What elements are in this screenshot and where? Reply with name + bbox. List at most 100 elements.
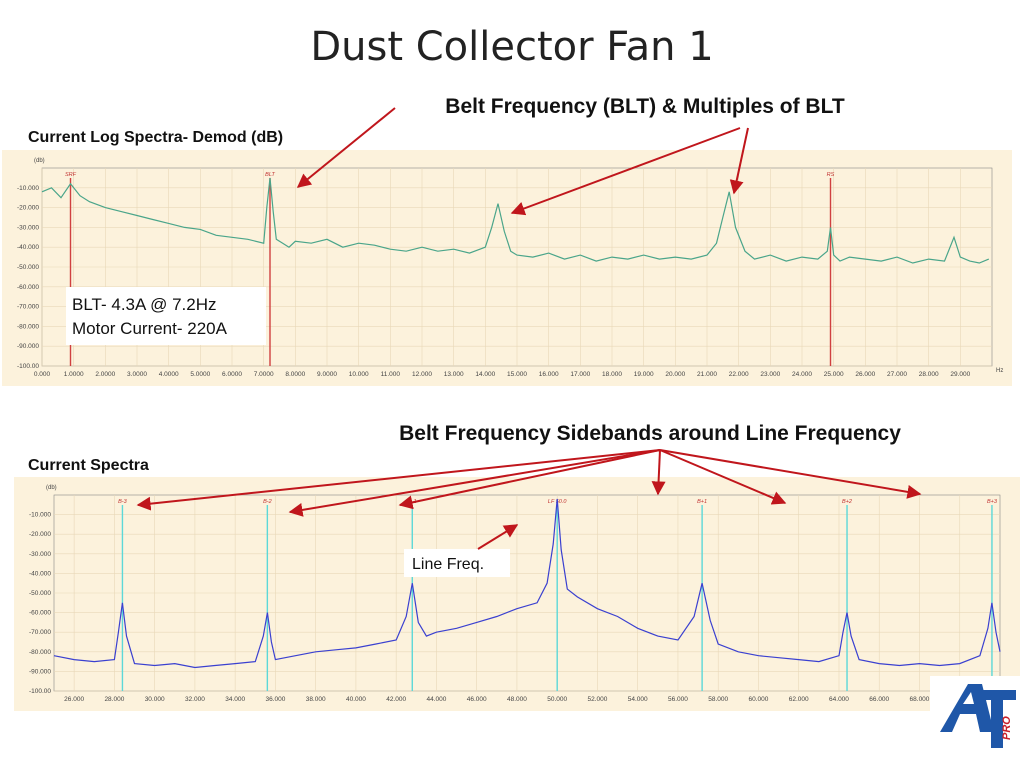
x-tick-label: 60.000 (749, 696, 769, 703)
slide-title: Dust Collector Fan 1 (310, 24, 713, 70)
y-tick-label: -90.000 (29, 668, 51, 675)
arrow-blt-2x (510, 127, 741, 216)
bottom-chart-title: Current Spectra (28, 457, 149, 474)
top-spectrum-chart: (db) -10.000 -20.000 -30.000 -40.000 -50.000 -… (2, 150, 1012, 386)
logo-t-icon (978, 690, 1016, 748)
x-tick-label: 54.000 (628, 696, 648, 703)
arrow-line-freq (477, 524, 519, 550)
x-tick-label: 34.000 (225, 696, 245, 703)
bottom-callout: Belt Frequency Sidebands around Line Fre… (399, 422, 901, 445)
x-tick-label: 3.0000 (127, 371, 147, 378)
x-tick-label: 27.000 (887, 371, 907, 378)
y-tick-label: -60.000 (29, 610, 51, 617)
x-tick-label: 38.000 (306, 696, 326, 703)
spectrum-trace (41, 177, 990, 264)
arrow-b+1 (651, 449, 666, 496)
top-callout: Belt Frequency (BLT) & Multiples of BLT (445, 95, 845, 118)
x-tick-label: 19.000 (634, 371, 654, 378)
marker-label: B-2 (263, 499, 272, 505)
x-tick-label: 15.000 (507, 371, 527, 378)
y-tick-label: -10.000 (17, 185, 39, 192)
top-chart-title: Current Log Spectra- Demod (dB) (28, 129, 283, 146)
x-tick-label: 5.0000 (190, 371, 210, 378)
logo-pro-text: PRO (1001, 716, 1013, 740)
x-tick-label: 16.000 (539, 371, 559, 378)
x-tick-label: 26.000 (855, 371, 875, 378)
y-tick-label: -100.00 (29, 688, 51, 695)
y-tick-label: -70.000 (29, 629, 51, 636)
x-tick-label: 8.0000 (285, 371, 305, 378)
x-tick-label: 24.000 (792, 371, 812, 378)
annotation-arrows (136, 107, 922, 550)
y-tick-label: -10.000 (29, 512, 51, 519)
y-tick-label: -90.000 (17, 343, 39, 350)
y-tick-label: -20.000 (17, 205, 39, 212)
y-axis-label: (db) (34, 158, 45, 164)
x-tick-label: 17.000 (570, 371, 590, 378)
x-tick-label: 26.000 (64, 696, 84, 703)
line-freq-label: Line Freq. (412, 556, 484, 573)
y-tick-label: -80.000 (29, 649, 51, 656)
y-tick-label: -100.00 (17, 363, 39, 370)
y-tick-label: -40.000 (17, 244, 39, 251)
x-tick-label: 58.000 (708, 696, 728, 703)
y-axis-label: (db) (46, 485, 57, 491)
arrow-b+3 (659, 449, 922, 499)
x-tick-label: 13.000 (444, 371, 464, 378)
x-tick-label: 62.000 (789, 696, 809, 703)
arrow-blt-3x (729, 127, 749, 195)
x-tick-label: 50.000 (547, 696, 567, 703)
x-tick-label: 20.000 (665, 371, 685, 378)
marker-label: B+3 (987, 499, 998, 505)
info-line-2: Motor Current- 220A (72, 319, 228, 338)
marker-label: B+1 (697, 499, 707, 505)
x-tick-label: 18.000 (602, 371, 622, 378)
y-tick-label: -50.000 (17, 264, 39, 271)
y-tick-label: -50.000 (29, 590, 51, 597)
x-tick-label: 52.000 (588, 696, 608, 703)
x-tick-label: 64.000 (829, 696, 849, 703)
x-tick-label: 6.0000 (222, 371, 242, 378)
x-tick-label: 28.000 (104, 696, 124, 703)
x-tick-label: 36.000 (265, 696, 285, 703)
x-tick-label: 68.000 (910, 696, 930, 703)
at-pro-logo: PRO (930, 676, 1020, 762)
line-freq-box (404, 549, 510, 577)
marker-label: RS (827, 172, 835, 178)
x-tick-label: 46.000 (467, 696, 487, 703)
x-tick-label: 32.000 (185, 696, 205, 703)
marker-label: B+2 (842, 499, 852, 505)
x-tick-label: 11.000 (381, 371, 401, 378)
info-box (66, 287, 266, 345)
x-tick-label: 28.000 (919, 371, 939, 378)
x-tick-label: 7.0000 (254, 371, 274, 378)
x-tick-label: 12.000 (412, 371, 432, 378)
y-tick-label: -30.000 (29, 551, 51, 558)
x-tick-label: 21.000 (697, 371, 717, 378)
x-tick-label: 48.000 (507, 696, 527, 703)
x-tick-label: 23.000 (760, 371, 780, 378)
spectrum-trace (53, 498, 1001, 669)
x-tick-label: 22.000 (729, 371, 749, 378)
y-tick-label: -60.000 (17, 284, 39, 291)
arrow-b-2 (288, 449, 661, 517)
y-tick-label: -20.000 (29, 531, 51, 538)
marker-label: B-3 (118, 499, 128, 505)
arrow-b-3 (136, 449, 661, 511)
x-tick-label: 56.000 (668, 696, 688, 703)
info-line-1: BLT- 4.3A @ 7.2Hz (72, 295, 217, 314)
y-tick-label: -70.000 (17, 304, 39, 311)
x-tick-label: 10.000 (349, 371, 369, 378)
marker-label: BLT (265, 172, 275, 178)
x-tick-label: 14.000 (475, 371, 495, 378)
arrow-b-1 (398, 449, 661, 510)
x-tick-label: 4.0000 (159, 371, 179, 378)
x-tick-label: 30.000 (145, 696, 165, 703)
x-tick-label: 2.0000 (95, 371, 115, 378)
x-tick-label: 44.000 (426, 696, 446, 703)
arrow-b+2 (659, 449, 787, 505)
x-tick-label: 25.000 (824, 371, 844, 378)
x-axis-label: Hz (996, 368, 1003, 374)
bottom-spectrum-chart: (db) -10.000 -20.000 -30.000 -40.000 -50.000 -… (14, 477, 1020, 711)
